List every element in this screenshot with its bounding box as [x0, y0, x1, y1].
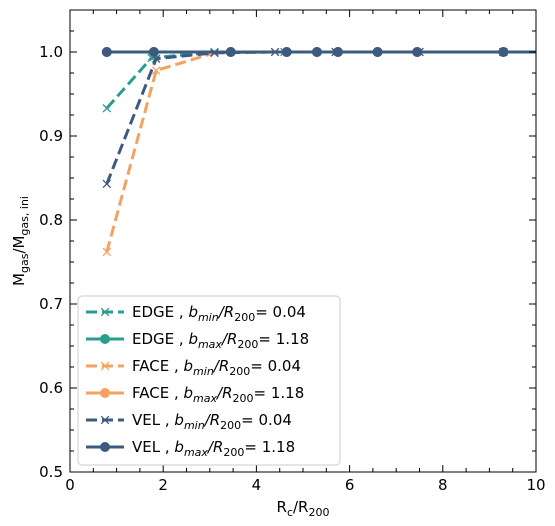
data-point	[332, 47, 343, 57]
x-tick-label: 8	[438, 476, 448, 494]
series-line	[105, 50, 536, 110]
data-point	[101, 47, 112, 57]
data-point	[225, 47, 236, 57]
legend-entry: EDGE , bmax/R200= 1.18	[86, 330, 309, 351]
legend-label: FACE , bmin/R200= 0.04	[132, 357, 301, 378]
x-tick-label: 0	[65, 476, 75, 494]
data-point	[151, 66, 161, 75]
y-tick-label: 1.0	[39, 43, 63, 61]
legend-entry: VEL , bmin/R200= 0.04	[86, 411, 292, 432]
legend-entry: EDGE , bmin/R200= 0.04	[86, 303, 306, 324]
series-2	[102, 47, 536, 257]
series-line	[105, 50, 536, 253]
legend-marker	[100, 415, 110, 425]
legend-entry: FACE , bmax/R200= 1.18	[86, 384, 304, 405]
y-axis-label: Mgas/Mgas, ini	[10, 196, 31, 286]
legend-marker	[100, 307, 110, 317]
data-point	[102, 179, 112, 189]
series-4	[102, 47, 536, 189]
legend-entry: FACE , bmin/R200= 0.04	[86, 357, 301, 378]
x-axis-label: Rc/R200	[277, 498, 330, 519]
x-axis-label-text: Rc/R200	[277, 498, 330, 519]
legend-label: EDGE , bmax/R200= 1.18	[132, 330, 309, 351]
legend-entry: VEL , bmax/R200= 1.18	[86, 438, 295, 459]
legend-box	[77, 295, 341, 466]
legend-marker	[100, 388, 110, 398]
legend-marker	[100, 334, 110, 344]
plot-lines	[101, 47, 536, 257]
data-point	[102, 104, 112, 113]
data-point	[311, 47, 322, 57]
y-tick-label: 0.5	[39, 463, 63, 481]
data-point	[102, 247, 112, 257]
x-tick-label: 6	[345, 476, 355, 494]
axis-ticks: 0 2 4 6 8 10 0.5 0.6 0.7 0.8 0.9 1.0	[39, 9, 546, 494]
y-tick-label: 0.6	[39, 379, 63, 397]
data-point	[281, 47, 292, 57]
y-tick-label: 0.9	[39, 127, 63, 145]
x-tick-label: 2	[158, 476, 168, 494]
legend-label: FACE , bmax/R200= 1.18	[132, 384, 304, 405]
x-tick-label: 4	[252, 476, 262, 494]
legend: EDGE , bmin/R200= 0.04 EDGE , bmax/R200= …	[77, 295, 341, 466]
data-point	[498, 47, 509, 57]
y-tick-label: 0.7	[39, 295, 63, 313]
y-tick-label: 0.8	[39, 211, 63, 229]
series-5	[101, 47, 536, 57]
legend-marker	[100, 442, 110, 452]
data-point	[372, 47, 383, 57]
y-axis-label-text: Mgas/Mgas, ini	[10, 196, 31, 286]
series-line	[105, 50, 536, 185]
legend-label: VEL , bmin/R200= 0.04	[132, 411, 292, 432]
data-point	[148, 47, 159, 57]
legend-marker	[100, 361, 110, 371]
data-point	[412, 47, 423, 57]
legend-label: VEL , bmax/R200= 1.18	[132, 438, 295, 459]
x-tick-label: 10	[526, 476, 545, 494]
legend-label: EDGE , bmin/R200= 0.04	[132, 303, 306, 324]
